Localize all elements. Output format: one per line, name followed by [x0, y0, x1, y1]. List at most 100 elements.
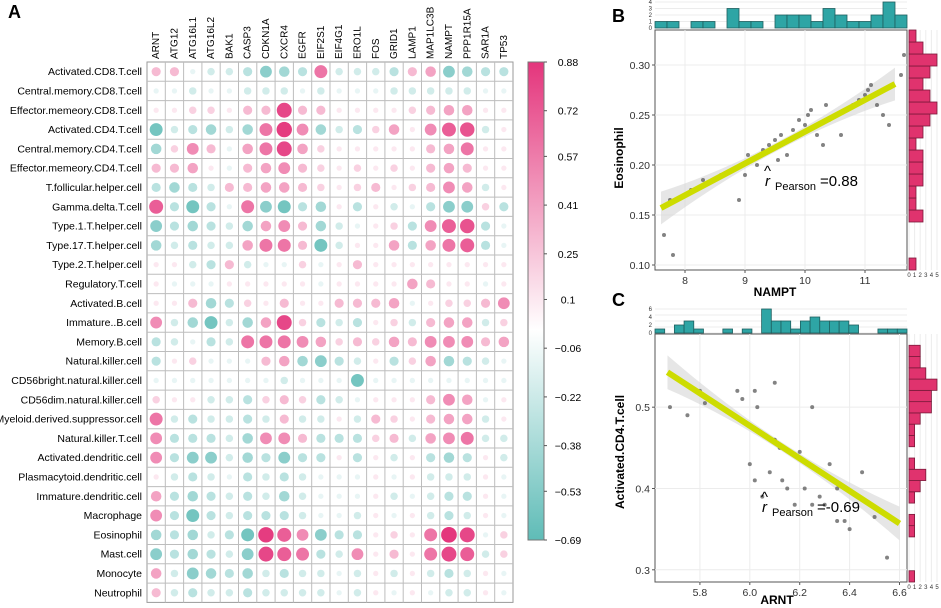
heatmap-cell-circle	[373, 532, 379, 538]
heatmap-cell-circle	[390, 569, 398, 578]
data-point	[847, 527, 852, 532]
top-histogram-bar	[750, 21, 764, 29]
heatmap-cell-circle	[409, 397, 415, 403]
heatmap-cell-circle	[354, 474, 361, 480]
heatmap-cell-circle	[462, 356, 472, 366]
heatmap-cell-circle	[501, 416, 507, 422]
heatmap-cell-circle	[390, 87, 398, 95]
heatmap-cell-circle	[153, 262, 159, 268]
heatmap-cell-circle	[242, 452, 253, 463]
data-point	[752, 388, 757, 393]
top-histogram-bar	[809, 316, 821, 334]
heatmap-cell-circle	[206, 260, 216, 270]
heatmap-cell-circle	[480, 240, 491, 250]
heatmap-cell-circle	[500, 318, 508, 327]
heatmap-cell-circle	[409, 512, 415, 519]
heatmap-cell-circle	[480, 67, 491, 77]
heatmap-cell-circle	[259, 123, 273, 137]
x-tick-label: 5.8	[693, 587, 708, 599]
row-label: T.follicular.helper.cell	[46, 182, 142, 194]
heatmap-cell-circle	[501, 358, 507, 364]
heatmap-cell-circle	[444, 491, 454, 501]
heatmap-cell-circle	[186, 200, 200, 214]
right-histogram-bar	[908, 197, 917, 211]
heatmap-cell-circle	[353, 415, 362, 423]
heatmap-cell-circle	[242, 220, 253, 232]
heatmap-cell-circle	[297, 453, 308, 463]
heatmap-cell-circle	[150, 432, 163, 445]
heatmap-cell-circle	[371, 414, 381, 424]
row-label: Macrophage	[84, 510, 143, 522]
heatmap-cell-circle	[151, 67, 161, 77]
heatmap-cell-circle	[149, 412, 163, 426]
x-axis-title-c: ARNT	[760, 593, 794, 607]
heatmap-cell-circle	[207, 241, 215, 250]
heatmap-cell-circle	[207, 415, 215, 423]
heatmap-cell-circle	[281, 262, 287, 268]
row-label: Myeloid.derived.suppressor.cell	[0, 414, 142, 426]
heatmap-cell-circle	[280, 589, 288, 597]
panel-letter-c: C	[612, 290, 625, 310]
right-hist-tick-label: 2	[919, 585, 923, 591]
right-hist-tick-label: 4	[930, 273, 934, 279]
heatmap-cell-circle	[317, 145, 325, 153]
heatmap-cell-circle	[443, 181, 455, 194]
heatmap-cell-circle	[169, 163, 180, 173]
heatmap-cell-circle	[409, 377, 415, 384]
heatmap-cell-circle	[388, 336, 400, 348]
heatmap-cell-circle	[501, 242, 507, 248]
heatmap-cell-circle	[481, 125, 490, 134]
heatmap-cell-circle	[373, 281, 379, 287]
heatmap-cell-circle	[336, 493, 342, 499]
heatmap-cell-circle	[481, 183, 490, 192]
right-histogram-bar	[908, 149, 924, 163]
heatmap-cell-circle	[482, 474, 489, 480]
heatmap-cell-circle	[407, 67, 417, 77]
heatmap-cell-circle	[335, 67, 343, 76]
heatmap-cell-circle	[353, 589, 362, 597]
heatmap-cell-circle	[187, 220, 199, 232]
y-tick-label: 0.4	[635, 483, 650, 495]
heatmap-cell-circle	[170, 145, 179, 153]
column-label: FOS	[371, 38, 382, 59]
heatmap-cell-circle	[391, 281, 397, 287]
heatmap-cell-circle	[373, 262, 379, 268]
heatmap-cell-circle	[190, 339, 196, 345]
heatmap-cell-circle	[243, 510, 253, 521]
heatmap-cell-circle	[153, 88, 159, 94]
heatmap-cell-circle	[171, 300, 178, 306]
heatmap-cell-circle	[428, 377, 434, 384]
heatmap-cell-circle	[263, 300, 269, 306]
right-hist-tick-label: 3	[924, 273, 928, 279]
top-histogram-bar	[741, 328, 753, 334]
right-hist-tick-label: 0	[907, 273, 911, 279]
row-label: Neutrophil	[94, 587, 142, 599]
heatmap-cell-circle	[279, 298, 289, 308]
heatmap-cell-circle	[171, 397, 178, 403]
heatmap-cell-circle	[278, 451, 291, 464]
heatmap-cell-circle	[225, 589, 234, 597]
heatmap-cell-circle	[225, 434, 234, 443]
heatmap-cell-circle	[262, 473, 270, 481]
heatmap-cell-circle	[481, 415, 490, 423]
heatmap-cell-circle	[188, 433, 198, 443]
heatmap-cell-circle	[297, 202, 308, 212]
heatmap-cell-circle	[426, 202, 436, 212]
heatmap-cell-circle	[316, 395, 326, 405]
right-hist-tick-label: 5	[935, 273, 939, 279]
heatmap-cell-circle	[501, 146, 507, 152]
heatmap-cell-circle	[224, 298, 234, 308]
heatmap-cell-circle	[426, 569, 435, 578]
heatmap-cell-circle	[391, 377, 397, 384]
heatmap-cell-circle	[335, 222, 343, 230]
heatmap-cell-circle	[373, 570, 379, 577]
top-hist-tick-label: 0	[649, 331, 653, 337]
colorbar-bar	[527, 61, 545, 541]
heatmap-cell-circle	[207, 531, 215, 539]
data-point	[755, 163, 759, 167]
heatmap-cell-circle	[443, 432, 455, 445]
heatmap-cell-circle	[280, 87, 288, 95]
data-point	[702, 401, 707, 406]
panel-letter-b: B	[612, 6, 625, 26]
heatmap-cell-circle	[409, 532, 415, 538]
